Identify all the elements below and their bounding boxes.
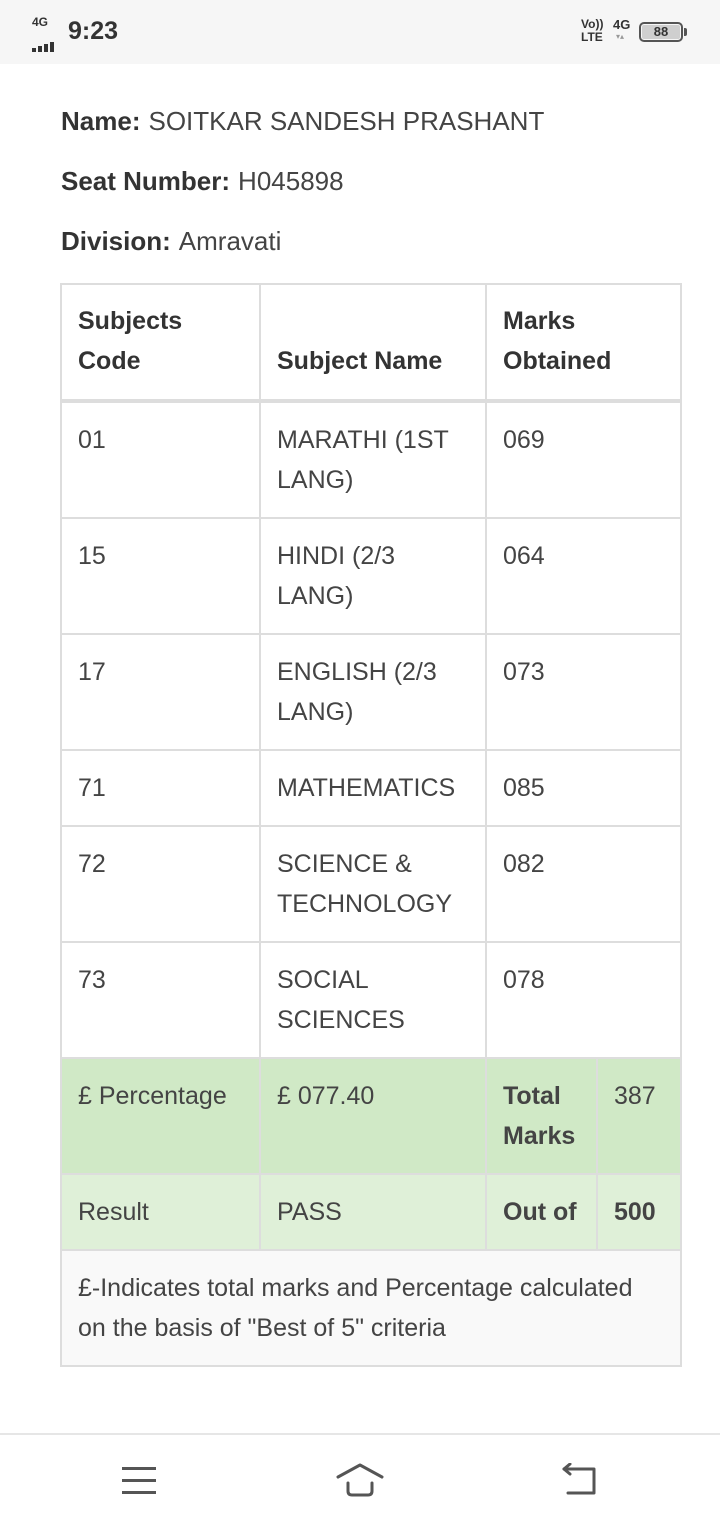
percentage-value: £ 077.40 [259, 1057, 487, 1175]
subject-code: 72 [60, 825, 261, 943]
mobile-data-icon: 4G ▾▴ [613, 17, 631, 42]
subject-code: 73 [60, 941, 261, 1059]
status-bar: 4G 9:23 Vo)) LTE 4G ▾▴ 88 [0, 0, 720, 64]
subject-marks: 064 [485, 517, 682, 635]
menu-icon[interactable] [122, 1467, 162, 1501]
out-of-value: 500 [596, 1173, 682, 1251]
percentage-row: £ Percentage £ 077.40 Total Marks 387 [60, 1057, 682, 1175]
volte-top: Vo)) [581, 17, 604, 31]
division: Amravati [178, 226, 282, 256]
subject-name: ENGLISH (2/3 LANG) [259, 633, 487, 751]
subject-code: 71 [60, 749, 261, 827]
subject-marks: 082 [485, 825, 682, 943]
table-row: 01 MARATHI (1ST LANG) 069 [60, 400, 682, 519]
out-of-label: Out of [485, 1173, 598, 1251]
navigation-bar [0, 1433, 720, 1520]
seat-label: Seat Number: [61, 166, 231, 196]
signal-icon: 4G [32, 15, 62, 52]
battery-icon: 88 [639, 22, 687, 42]
subject-name: MARATHI (1ST LANG) [259, 400, 487, 519]
subject-code: 17 [60, 633, 261, 751]
student-name: SOITKAR SANDESH PRASHANT [148, 106, 545, 136]
total-marks-value: 387 [596, 1057, 682, 1175]
subject-name: SOCIAL SCIENCES [259, 941, 487, 1059]
table-row: 71 MATHEMATICS 085 [60, 749, 682, 827]
total-marks-label: Total Marks [485, 1057, 598, 1175]
volte-bottom: LTE [581, 30, 603, 44]
table-row: 15 HINDI (2/3 LANG) 064 [60, 517, 682, 635]
division-line: Division: Amravati [61, 226, 281, 257]
result-row: Result PASS Out of 500 [60, 1173, 682, 1251]
header-marks-obtained: Marks Obtained [485, 283, 682, 402]
table-row: 72 SCIENCE & TECHNOLOGY 082 [60, 825, 682, 943]
subject-marks: 085 [485, 749, 682, 827]
subject-code: 15 [60, 517, 261, 635]
note-text: £-Indicates total marks and Percentage c… [60, 1249, 682, 1367]
subject-name: HINDI (2/3 LANG) [259, 517, 487, 635]
clock: 9:23 [68, 17, 119, 45]
header-subject-name: Subject Name [259, 283, 487, 402]
result-value: PASS [259, 1173, 487, 1251]
result-table: Subjects Code Subject Name Marks Obtaine… [60, 283, 682, 1367]
battery-level: 88 [642, 25, 680, 39]
network-type: 4G [32, 15, 49, 29]
table-row: 73 SOCIAL SCIENCES 078 [60, 941, 682, 1059]
note-row: £-Indicates total marks and Percentage c… [60, 1249, 682, 1367]
student-name-line: Name: SOITKAR SANDESH PRASHANT [61, 106, 544, 137]
subject-marks: 069 [485, 400, 682, 519]
name-label: Name: [61, 106, 141, 136]
volte-icon: Vo)) LTE [581, 18, 603, 44]
subject-name: MATHEMATICS [259, 749, 487, 827]
table-header-row: Subjects Code Subject Name Marks Obtaine… [60, 283, 682, 402]
subject-name: SCIENCE & TECHNOLOGY [259, 825, 487, 943]
home-icon[interactable] [336, 1463, 384, 1497]
mobile-data-label: 4G [613, 17, 631, 32]
seat-number-line: Seat Number: H045898 [61, 166, 344, 197]
subject-code: 01 [60, 400, 261, 519]
header-subject-code: Subjects Code [60, 283, 261, 402]
table-row: 17 ENGLISH (2/3 LANG) 073 [60, 633, 682, 751]
seat-number: H045898 [238, 166, 344, 196]
subject-marks: 078 [485, 941, 682, 1059]
back-icon[interactable] [560, 1462, 600, 1497]
division-label: Division: [61, 226, 171, 256]
percentage-label: £ Percentage [60, 1057, 261, 1175]
result-label: Result [60, 1173, 261, 1251]
subject-marks: 073 [485, 633, 682, 751]
